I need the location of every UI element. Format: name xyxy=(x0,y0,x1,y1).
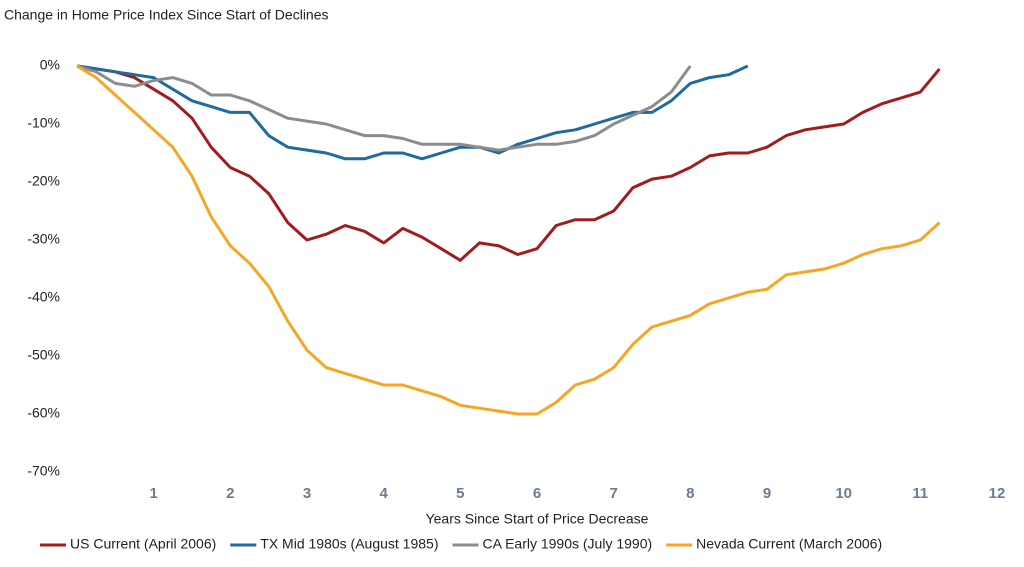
y-tick-label: -50% xyxy=(27,347,60,363)
legend-label: US Current (April 2006) xyxy=(70,536,216,552)
x-tick-label: 1 xyxy=(149,485,157,502)
y-tick-label: -40% xyxy=(27,289,60,305)
series-line xyxy=(76,64,941,262)
chart-title: Change in Home Price Index Since Start o… xyxy=(4,7,329,23)
x-tick-label: 8 xyxy=(686,485,694,502)
x-axis-label: Years Since Start of Price Decrease xyxy=(426,511,649,527)
x-tick-label: 2 xyxy=(226,485,234,502)
y-tick-label: -60% xyxy=(27,405,60,421)
plot-area xyxy=(76,64,941,416)
y-tick-label: -70% xyxy=(27,463,60,479)
x-tick-label: 11 xyxy=(912,485,928,502)
x-tick-label: 9 xyxy=(763,485,771,502)
x-tick-label: 12 xyxy=(989,485,1006,502)
x-tick-label: 7 xyxy=(609,485,617,502)
y-tick-label: -20% xyxy=(27,173,60,189)
x-tick-label: 4 xyxy=(379,485,388,502)
series-line xyxy=(76,64,941,416)
x-tick-label: 3 xyxy=(303,485,311,502)
x-tick-label: 6 xyxy=(533,485,541,502)
series-line xyxy=(76,64,692,152)
legend-label: CA Early 1990s (July 1990) xyxy=(483,536,653,552)
legend-label: TX Mid 1980s (August 1985) xyxy=(260,536,438,552)
y-tick-label: -30% xyxy=(27,231,60,247)
legend-label: Nevada Current (March 2006) xyxy=(696,536,882,552)
x-tick-label: 5 xyxy=(456,485,464,502)
y-tick-label: -10% xyxy=(27,115,60,131)
x-tick-label: 10 xyxy=(835,485,852,502)
y-tick-label: 0% xyxy=(40,57,60,73)
